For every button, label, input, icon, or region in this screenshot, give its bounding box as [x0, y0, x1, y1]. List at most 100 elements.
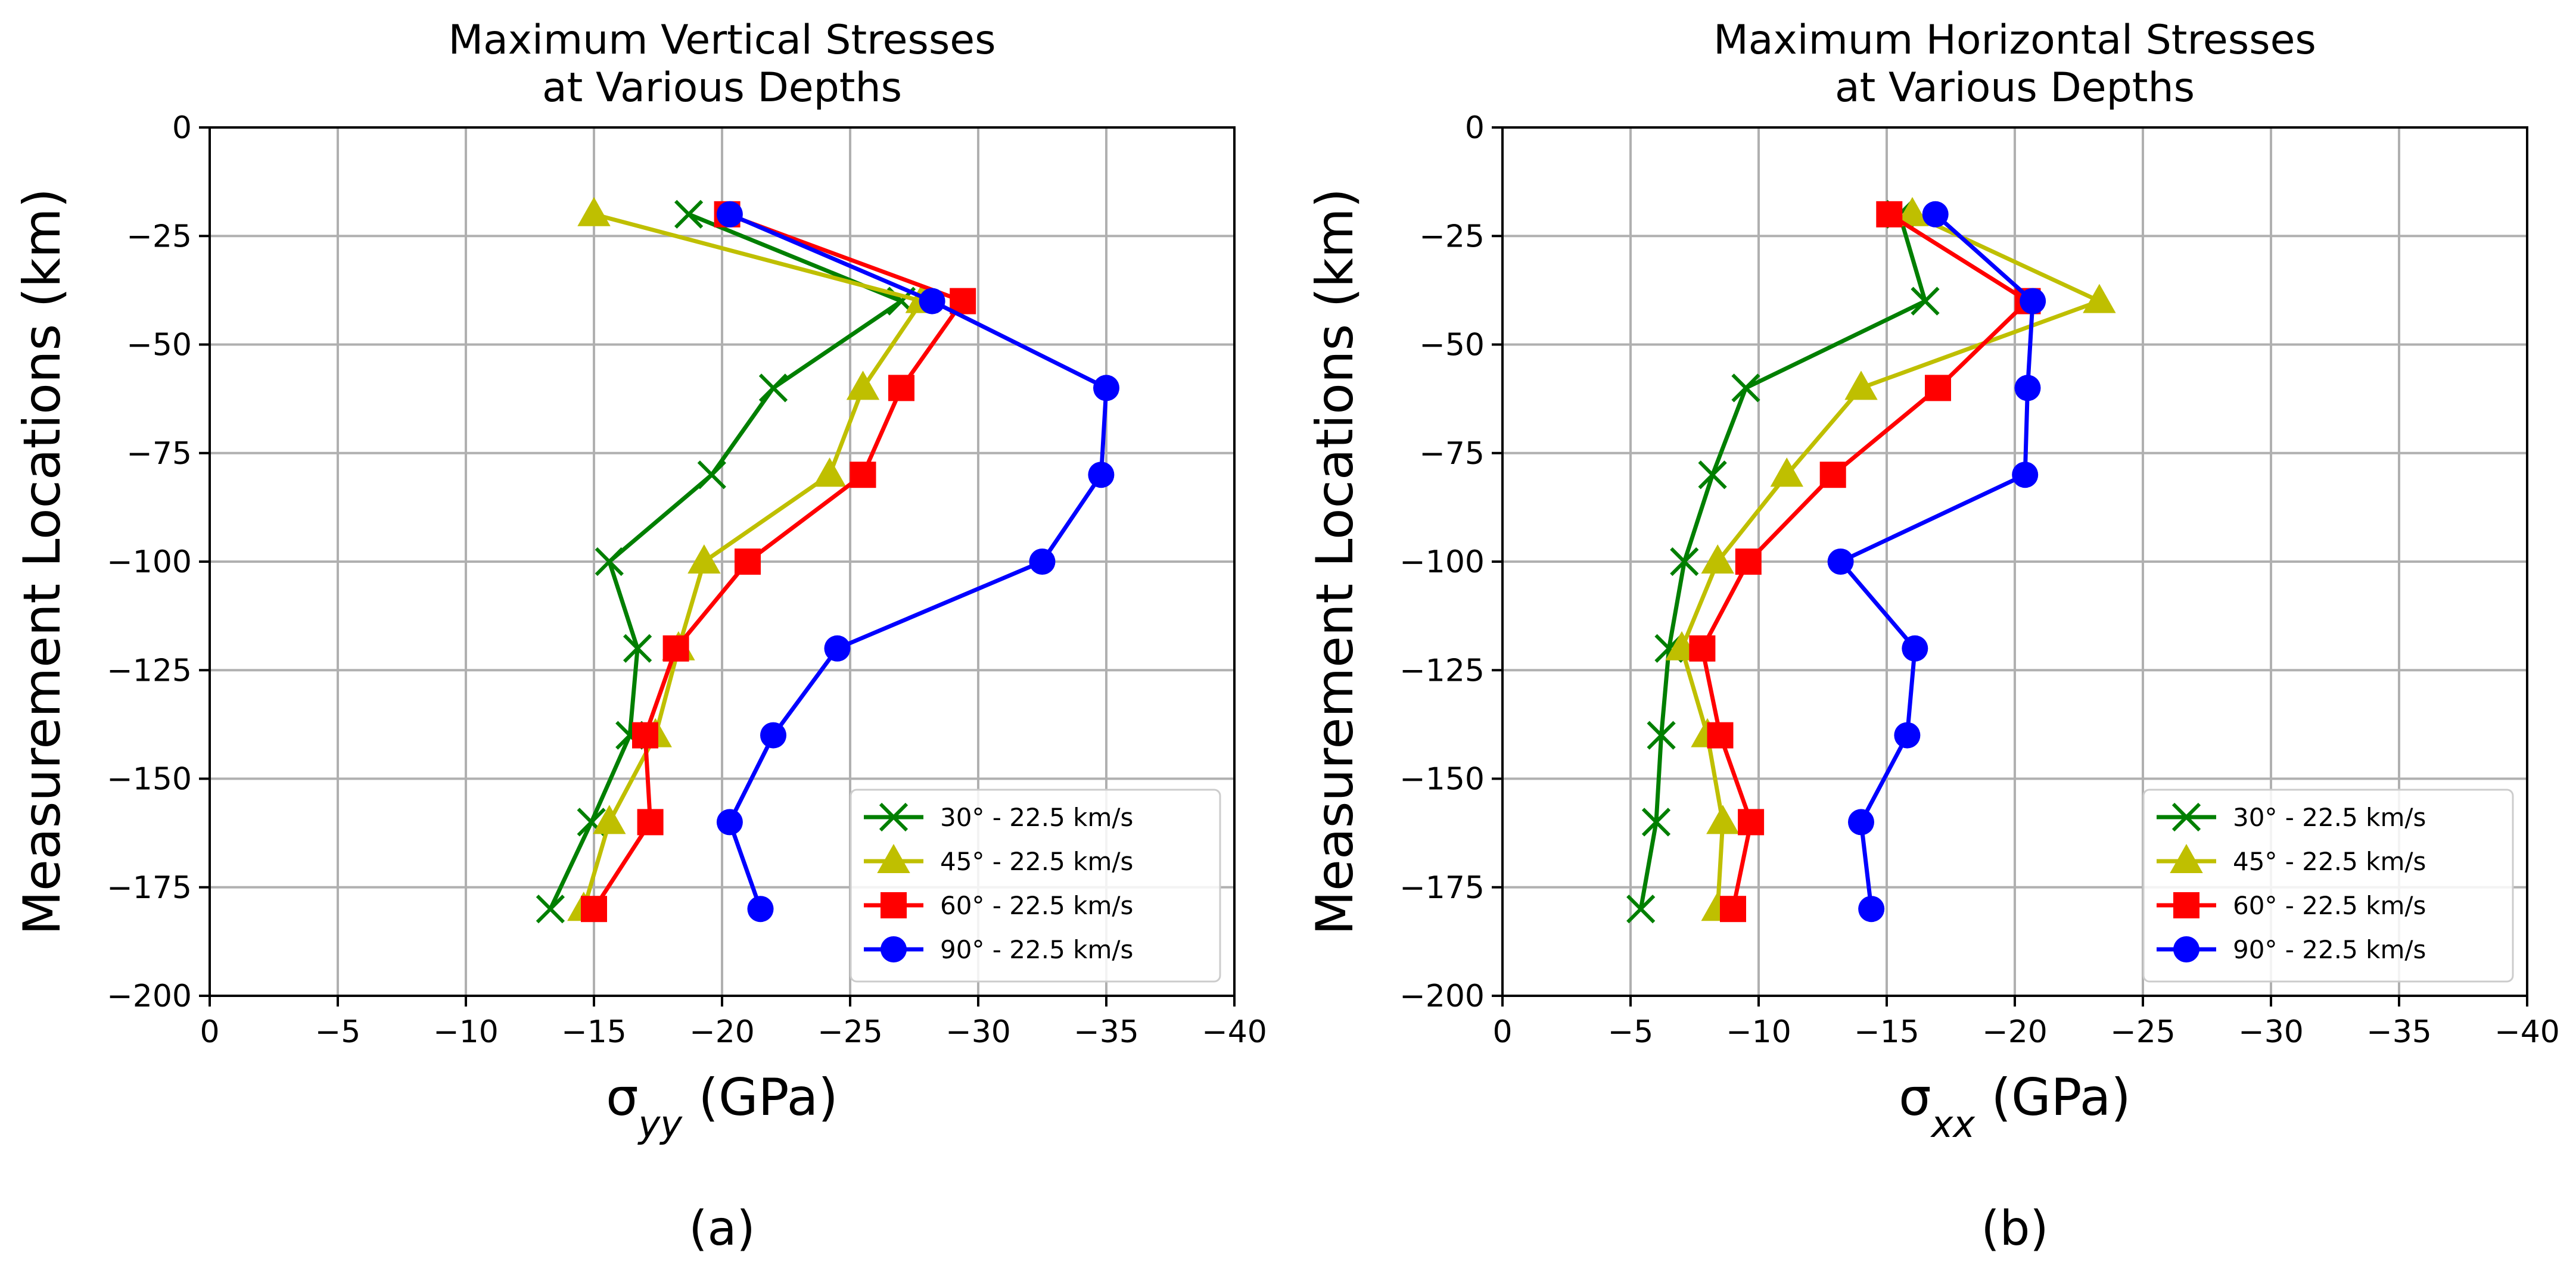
y-tick-label: −175: [107, 870, 192, 906]
y-tick-label: 0: [172, 110, 192, 146]
data-point: [1670, 547, 1699, 577]
data-point: [1848, 809, 1874, 836]
data-point: [674, 200, 704, 229]
data-point: [536, 895, 565, 924]
x-tick-label: 0: [200, 1014, 219, 1050]
legend-item: 45° - 22.5 km/s: [864, 843, 1133, 876]
axes-frame: [209, 126, 1236, 997]
legend-marker: [2171, 802, 2201, 832]
data-point: [2014, 375, 2041, 401]
data-point: [593, 805, 626, 834]
panel-a-vertical-stresses: 0 −5 −10 −15 −20 −25 −30 −35 −40 0 −25 −50 −75 −100 −1…: [13, 17, 1267, 1256]
x-tick-label: −30: [945, 1014, 1011, 1050]
y-tick-label: −200: [1399, 979, 1485, 1014]
data-point: [697, 460, 726, 490]
series-triangle: [1665, 197, 2116, 921]
x-axis-label-symbol: σ: [606, 1068, 639, 1127]
data-point: [1735, 549, 1762, 575]
legend-marker: [881, 936, 907, 962]
y-tick-label: −25: [1419, 219, 1485, 254]
y-axis-label: Measurement Locations (km): [13, 188, 72, 935]
x-tick-label: −15: [1854, 1014, 1919, 1050]
legend-item: 60° - 22.5 km/s: [864, 891, 1133, 920]
data-point: [1876, 201, 1903, 228]
data-point: [581, 896, 607, 923]
x-axis-label: σyy (GPa): [606, 1068, 838, 1146]
x-axis: 0 −5 −10 −15 −20 −25 −30 −35 −40: [200, 996, 1267, 1050]
y-tick-label: −25: [126, 219, 192, 254]
x-tick-label: −15: [561, 1014, 627, 1050]
x-tick-label: −40: [2494, 1014, 2560, 1050]
x-tick-label: −5: [1608, 1014, 1654, 1050]
data-point: [888, 375, 914, 401]
y-tick-label: −150: [107, 762, 192, 797]
panel-b-horizontal-stresses: 0 −5 −10 −15 −20 −25 −30 −35 −40 0 −25 −50 −75 −100 −1…: [1305, 17, 2560, 1256]
legend-label: 30° - 22.5 km/s: [2233, 803, 2426, 832]
y-tick-label: −125: [107, 653, 192, 688]
x-tick-label: −10: [433, 1014, 499, 1050]
legend-item: 30° - 22.5 km/s: [864, 802, 1133, 832]
legend-marker: [2170, 843, 2203, 873]
legend-marker: [2173, 892, 2199, 918]
data-point: [813, 457, 847, 487]
data-point: [1894, 722, 1921, 749]
legend-label: 90° - 22.5 km/s: [940, 935, 1133, 964]
legend-box: [850, 789, 1221, 983]
series-circle: [716, 201, 1119, 923]
y-tick-label: −100: [1399, 544, 1485, 580]
legend-marker: [877, 843, 910, 873]
legend-label: 45° - 22.5 km/s: [940, 847, 1133, 876]
y-tick-label: −75: [126, 436, 192, 472]
data-point: [846, 370, 880, 400]
data-point: [850, 462, 876, 488]
data-point: [1738, 809, 1765, 836]
chart-title: Maximum Vertical Stresses: [448, 17, 995, 64]
x-axis-label-unit: (GPa): [1975, 1068, 2131, 1127]
x-tick-label: −35: [1074, 1014, 1139, 1050]
x-tick-label: −35: [2366, 1014, 2432, 1050]
data-point: [1689, 635, 1716, 662]
legend-label: 30° - 22.5 km/s: [940, 803, 1133, 832]
data-point: [824, 635, 851, 662]
x-tick-label: −25: [2110, 1014, 2176, 1050]
y-tick-label: −50: [126, 328, 192, 363]
series-square: [1689, 201, 2041, 923]
data-point: [1641, 808, 1671, 837]
data-point: [1647, 721, 1676, 750]
chart-title: at Various Depths: [542, 64, 902, 111]
data-point: [1088, 462, 1115, 488]
data-point: [1698, 460, 1727, 490]
panel-caption: (b): [1981, 1201, 2048, 1256]
legend-marker: [879, 802, 909, 832]
y-tick-label: −75: [1419, 436, 1485, 472]
data-point: [623, 634, 652, 663]
data-point: [1701, 544, 1734, 574]
data-point: [1827, 549, 1854, 575]
data-point: [716, 809, 743, 836]
x-axis-label-subscript: xx: [1930, 1102, 1976, 1146]
data-point: [1902, 635, 1928, 662]
x-tick-label: 0: [1492, 1014, 1512, 1050]
data-point: [577, 197, 611, 226]
data-point: [1029, 549, 1056, 575]
axes-frame: [1501, 126, 2528, 997]
legend-label: 90° - 22.5 km/s: [2233, 935, 2426, 964]
legend-item: 90° - 22.5 km/s: [2157, 935, 2426, 964]
legend: 30° - 22.5 km/s 45° - 22.5 km/s 60° - 22.5…: [2142, 789, 2514, 983]
data-point: [1911, 286, 1940, 316]
data-point: [919, 288, 945, 314]
y-axis: 0 −25 −50 −75 −100 −125 −150 −175 −200: [1399, 110, 1502, 1014]
data-point: [2083, 283, 2116, 313]
series-square: [581, 201, 976, 923]
x-tick-label: −30: [2238, 1014, 2304, 1050]
data-point: [1626, 895, 1656, 924]
data-point: [1706, 805, 1740, 834]
legend-marker: [881, 892, 907, 918]
legend-item: 45° - 22.5 km/s: [2157, 843, 2426, 876]
x-axis-label-unit: (GPa): [682, 1068, 838, 1127]
data-point: [1720, 896, 1746, 923]
y-tick-label: −150: [1399, 762, 1485, 797]
data-point: [735, 549, 761, 575]
